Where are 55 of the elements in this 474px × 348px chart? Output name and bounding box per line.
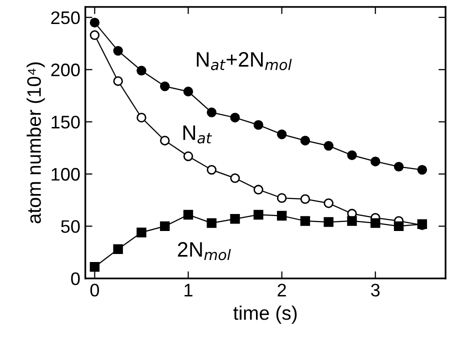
point (276, 129, 287, 140)
point (183, 86, 194, 96)
point (300, 216, 310, 226)
point (206, 218, 216, 228)
x-tick-label: 0 (90, 284, 99, 297)
x-tick-label: 1 (184, 284, 192, 296)
point (206, 108, 216, 118)
y-tick-label: 100 (52, 168, 80, 181)
x-axis-title: time (s) (233, 306, 297, 324)
point (113, 76, 123, 86)
point (276, 193, 287, 203)
y-tick-label: 200 (51, 64, 80, 76)
point (254, 210, 264, 220)
point (136, 112, 146, 122)
point (160, 221, 170, 232)
series-label: N$_{at}$ (183, 126, 212, 144)
point (160, 81, 170, 92)
point (136, 228, 146, 238)
y-axis-title: atom number (10⁴) (26, 62, 45, 224)
x-tick-label: 2 (278, 284, 286, 296)
point (370, 218, 380, 228)
point (324, 198, 334, 208)
x-tick-label: 3 (371, 284, 380, 297)
point (300, 194, 310, 204)
point (370, 156, 380, 166)
y-tick-label: 50 (61, 220, 80, 233)
point (90, 262, 100, 272)
point (113, 46, 123, 56)
y-tick-label: 250 (51, 11, 80, 24)
point (394, 162, 404, 172)
point (230, 112, 240, 122)
point (254, 120, 264, 130)
y-tick-label: 0 (71, 272, 80, 286)
series-label: N$_{at}$+2N$_{mol}$ (196, 52, 292, 70)
point (183, 210, 194, 220)
point (90, 30, 100, 40)
point (113, 244, 123, 254)
point (183, 151, 194, 162)
point (276, 210, 287, 221)
point (206, 164, 216, 175)
point (347, 216, 357, 226)
point (230, 173, 240, 184)
series-label: 2N$_{mol}$ (178, 242, 231, 260)
point (254, 184, 264, 195)
point (90, 18, 100, 28)
point (324, 217, 334, 227)
point (300, 136, 310, 146)
point (417, 164, 428, 175)
y-tick-label: 150 (52, 116, 80, 129)
point (230, 214, 240, 224)
point (136, 66, 146, 76)
point (394, 221, 404, 232)
point (160, 136, 170, 146)
point (347, 150, 357, 160)
point (324, 140, 334, 151)
